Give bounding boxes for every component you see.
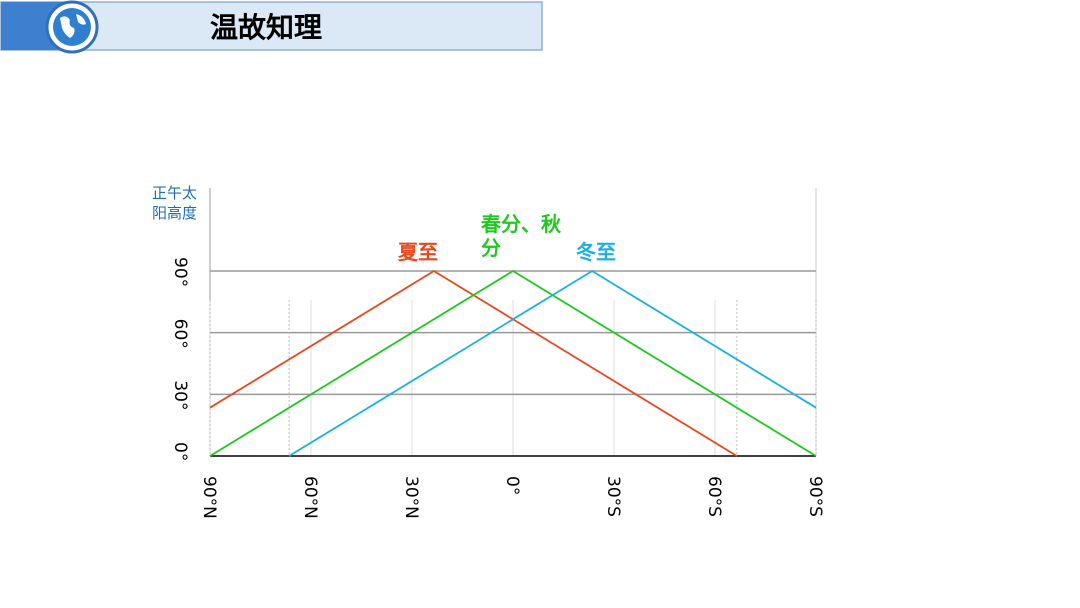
series-line xyxy=(209,269,817,457)
series-line xyxy=(288,269,817,457)
y-tick-label: 60° xyxy=(170,319,190,349)
globe xyxy=(53,8,91,46)
x-tick-label: 90°N xyxy=(199,476,219,519)
header-title: 温故知理 xyxy=(210,11,322,44)
x-tick-label: 60°S xyxy=(704,476,724,517)
x-tick-label: 30°N xyxy=(401,476,421,519)
x-tick-label: 90°S xyxy=(805,476,825,517)
x-tick-label: 60°N xyxy=(300,476,320,519)
globe-land xyxy=(60,14,86,38)
y-tick-label: 30° xyxy=(170,380,190,410)
x-tick-label: 30°S xyxy=(603,476,623,517)
y-tick-label: 0° xyxy=(170,442,190,461)
x-tick-label: 0° xyxy=(502,476,522,495)
plot: 90°N 60°N 30°N 0° 30°S 60°S 90°S 0° 30° 60° 90° xyxy=(170,188,825,519)
series-line xyxy=(209,269,738,457)
series-label: 春分、秋分 xyxy=(481,212,561,260)
y-tick-label: 90° xyxy=(170,257,190,287)
series-label: 冬至 xyxy=(576,240,616,264)
series-label: 夏至 xyxy=(398,240,438,264)
y-axis-label: 正午太阳高度 xyxy=(152,184,198,222)
